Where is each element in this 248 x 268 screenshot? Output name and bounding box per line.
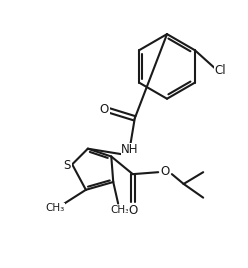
- Text: Cl: Cl: [215, 64, 226, 77]
- Text: NH: NH: [121, 143, 139, 156]
- Text: S: S: [63, 159, 71, 172]
- Text: CH₃: CH₃: [45, 203, 64, 213]
- Text: O: O: [100, 103, 109, 116]
- Text: O: O: [128, 204, 137, 217]
- Text: O: O: [160, 165, 170, 178]
- Text: CH₃: CH₃: [110, 205, 130, 215]
